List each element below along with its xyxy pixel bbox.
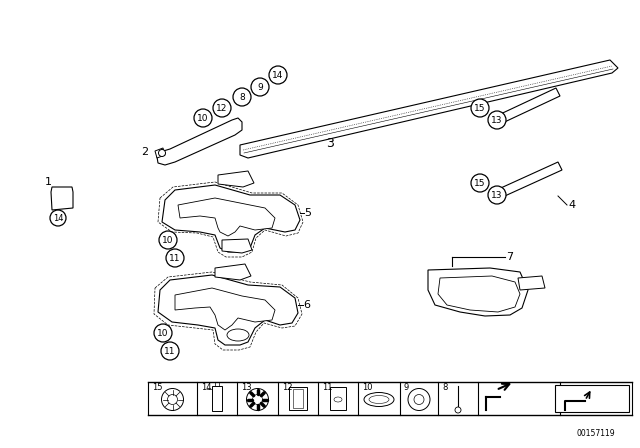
Circle shape <box>50 210 66 226</box>
Circle shape <box>159 231 177 249</box>
Circle shape <box>253 395 262 405</box>
Text: 4: 4 <box>568 200 575 210</box>
Text: 3: 3 <box>326 137 334 150</box>
Text: 14: 14 <box>52 214 63 223</box>
Circle shape <box>154 324 172 342</box>
Circle shape <box>488 186 506 204</box>
Circle shape <box>408 388 430 410</box>
Text: 6: 6 <box>303 300 310 310</box>
Text: 2: 2 <box>141 147 148 157</box>
Polygon shape <box>289 387 307 410</box>
Polygon shape <box>162 185 300 252</box>
Circle shape <box>161 342 179 360</box>
Text: 8: 8 <box>239 92 245 102</box>
Polygon shape <box>518 276 545 290</box>
Polygon shape <box>222 239 252 253</box>
Circle shape <box>159 150 166 156</box>
Text: 15: 15 <box>152 383 163 392</box>
Ellipse shape <box>334 397 342 402</box>
Circle shape <box>213 99 231 117</box>
Circle shape <box>414 395 424 405</box>
Text: 13: 13 <box>492 116 503 125</box>
Circle shape <box>471 99 489 117</box>
Ellipse shape <box>369 396 389 404</box>
Polygon shape <box>175 288 275 330</box>
Text: 00157119: 00157119 <box>577 429 615 438</box>
Circle shape <box>166 249 184 267</box>
Text: 10: 10 <box>163 236 173 245</box>
Text: 11: 11 <box>322 383 333 392</box>
Polygon shape <box>428 268 528 316</box>
Polygon shape <box>157 118 242 165</box>
Polygon shape <box>51 187 73 210</box>
Circle shape <box>246 388 269 410</box>
Text: 13: 13 <box>492 190 503 199</box>
Circle shape <box>233 88 251 106</box>
Ellipse shape <box>364 392 394 406</box>
Text: 13: 13 <box>241 383 252 392</box>
Circle shape <box>194 109 212 127</box>
Text: 11: 11 <box>169 254 180 263</box>
Ellipse shape <box>227 329 249 341</box>
Text: 5: 5 <box>305 208 312 218</box>
Text: 15: 15 <box>474 178 486 188</box>
Text: 14: 14 <box>201 383 211 392</box>
Polygon shape <box>215 264 251 280</box>
Circle shape <box>251 78 269 96</box>
Text: 12: 12 <box>216 103 228 112</box>
Text: 1: 1 <box>45 177 51 187</box>
Polygon shape <box>240 60 618 158</box>
Polygon shape <box>155 148 165 158</box>
Text: 12: 12 <box>282 383 292 392</box>
Text: 7: 7 <box>506 252 513 262</box>
Circle shape <box>168 395 177 405</box>
Text: 10: 10 <box>362 383 372 392</box>
Polygon shape <box>158 275 298 345</box>
Circle shape <box>269 66 287 84</box>
Text: 15: 15 <box>474 103 486 112</box>
Circle shape <box>471 174 489 192</box>
Polygon shape <box>330 387 346 410</box>
Polygon shape <box>492 162 562 200</box>
Circle shape <box>161 388 184 410</box>
Text: 9: 9 <box>404 383 409 392</box>
Text: 10: 10 <box>157 328 169 337</box>
Text: 9: 9 <box>257 82 263 91</box>
Polygon shape <box>218 171 254 187</box>
Polygon shape <box>178 198 275 236</box>
Polygon shape <box>492 88 560 126</box>
Text: 8: 8 <box>442 383 447 392</box>
Text: 14: 14 <box>272 70 284 79</box>
Polygon shape <box>555 385 629 412</box>
Polygon shape <box>212 386 222 411</box>
Circle shape <box>488 111 506 129</box>
Circle shape <box>455 407 461 413</box>
Text: 11: 11 <box>164 346 176 356</box>
Text: 10: 10 <box>197 113 209 122</box>
Polygon shape <box>293 389 303 408</box>
Polygon shape <box>438 276 520 312</box>
